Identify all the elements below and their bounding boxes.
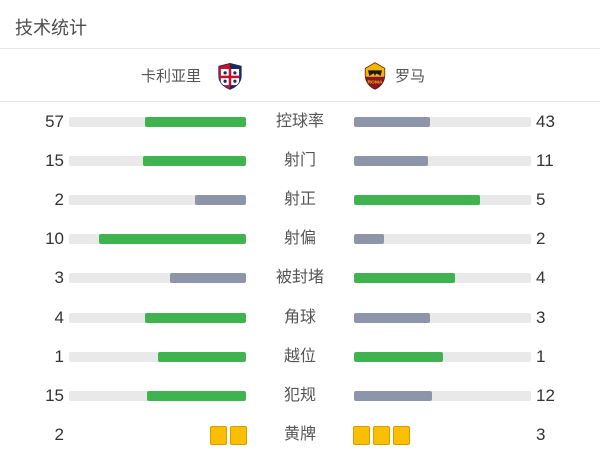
svg-text:ROMA: ROMA (368, 80, 383, 86)
